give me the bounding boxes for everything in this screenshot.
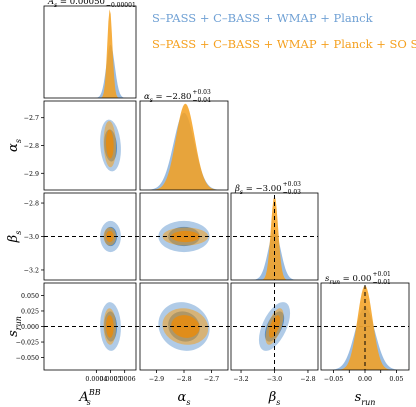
panel-title-err-minus: −0.00001 — [106, 2, 136, 9]
y-tick-label: −2.8 — [24, 143, 39, 150]
panel-frame — [139, 192, 229, 281]
panel-title-err-minus: −0.01 — [372, 279, 390, 286]
y-tick-label: −2.8 — [24, 201, 39, 208]
x-tick-label: 0.0005 — [99, 376, 121, 383]
x-tick-label: −2.7 — [204, 376, 219, 383]
panel-frame — [43, 100, 137, 191]
legend-entry-planck: S–PASS + C–BASS + WMAP + Planck — [152, 11, 373, 25]
y-axis-label-3: srun — [6, 316, 23, 337]
marginal-so-sat — [140, 103, 228, 190]
y-axis-label-1: αs — [6, 139, 23, 152]
x-tick-label: −2.8 — [176, 376, 191, 383]
x-axis-label-2: βs — [268, 390, 281, 407]
x-axis-label-3: srun — [355, 390, 376, 407]
x-tick-label: −0.05 — [324, 376, 343, 383]
y-tick-label: −0.050 — [16, 355, 39, 362]
y-axis-label-text: srun — [6, 316, 23, 337]
panel-frame — [139, 100, 229, 191]
x-tick-label: 0.0006 — [114, 376, 136, 383]
y-tick-label: −0.025 — [16, 340, 39, 347]
x-axis-label-1: αs — [178, 390, 191, 407]
x-tick-label: −3.0 — [267, 376, 282, 383]
panel-title-err-minus: −0.03 — [283, 189, 302, 196]
panel-frame — [43, 5, 137, 99]
legend-entry-so-sat: S–PASS + C–BASS + WMAP + Planck + SO SAT — [152, 37, 416, 51]
y-tick-label: −3.0 — [24, 234, 39, 241]
y-tick-label: 0.025 — [21, 308, 39, 315]
x-tick-label: 0.00 — [358, 376, 372, 383]
x-tick-label: 0.05 — [389, 376, 403, 383]
panel-title-1: αs = −2.80 — [144, 92, 191, 104]
y-tick-label: −3.2 — [24, 267, 39, 274]
panel-title-err-plus: +0.00004 — [106, 0, 136, 1]
panel-title-err-plus: +0.03 — [192, 89, 211, 96]
panel-0-1 — [100, 119, 121, 172]
panel-title-0: As = 0.00050 — [47, 0, 105, 9]
panel-title-2: βs = −3.00 — [234, 184, 282, 196]
panel-title-err-plus: +0.03 — [283, 181, 302, 188]
panel-frame — [230, 192, 319, 281]
panel-title-err-plus: +0.01 — [372, 271, 390, 278]
y-axis-label-2: βs — [6, 231, 23, 244]
panel-title-3: srun = 0.00 — [325, 274, 371, 286]
x-tick-label: −2.8 — [300, 376, 315, 383]
x-tick-label: −2.9 — [149, 376, 164, 383]
marginal-planck — [44, 44, 136, 98]
y-axis-label-text: αs — [6, 139, 23, 152]
x-tick-label: −3.2 — [233, 376, 248, 383]
x-axis-label-0: ABB s — [78, 388, 100, 407]
marginal-so-sat — [44, 9, 136, 99]
x-tick-label: 0.0004 — [85, 376, 107, 383]
marginal-1 — [140, 103, 228, 190]
y-tick-label: 0.000 — [21, 324, 39, 331]
y-tick-label: −2.9 — [24, 171, 39, 178]
y-tick-label: 0.050 — [21, 293, 39, 300]
y-tick-label: −2.7 — [24, 115, 39, 122]
y-axis-label-text: βs — [6, 231, 23, 244]
contour-so-sat-68 — [105, 129, 114, 159]
panel-title-err-minus: −0.04 — [192, 97, 211, 104]
marginal-0 — [44, 9, 136, 99]
